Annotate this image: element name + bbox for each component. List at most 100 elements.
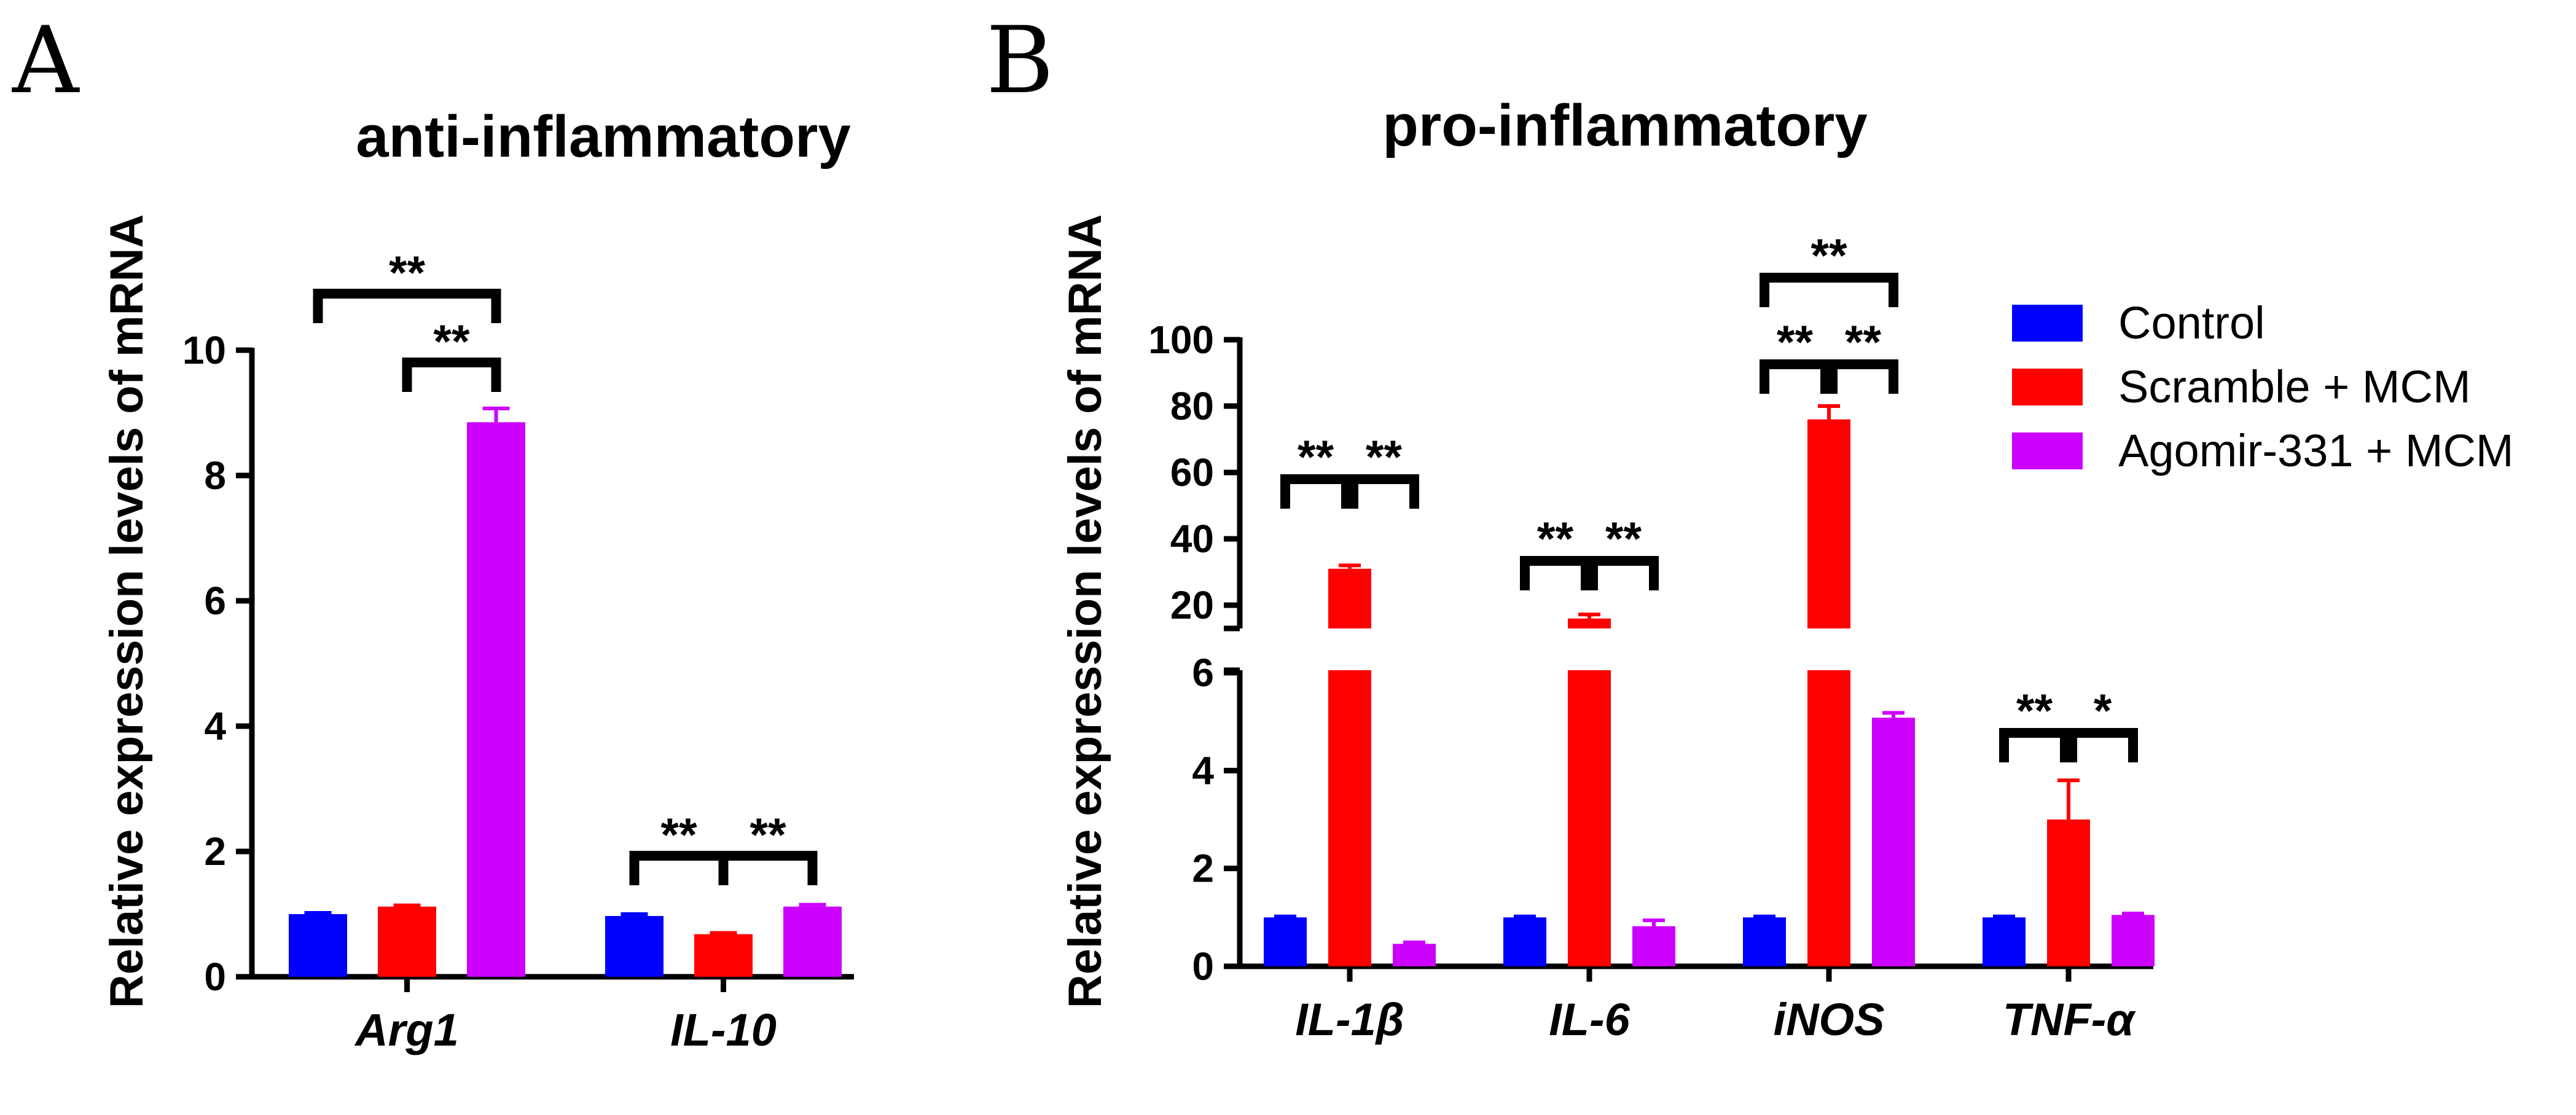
bar-agomir-331-mcm-tnf [2112, 915, 2155, 966]
y-tick-label: 4 [204, 704, 226, 748]
bar-scramble-mcm-il-1 [1328, 670, 1371, 966]
error-bar [1993, 914, 2015, 918]
error-bar [1882, 711, 1905, 718]
significance-bracket [2067, 728, 2138, 762]
error-bar [1818, 404, 1840, 420]
chart-a-title: anti-inflammatory [356, 104, 850, 170]
error-bar [1403, 940, 1425, 944]
y-tick-label: 0 [204, 955, 226, 999]
significance-label: ** [660, 809, 697, 861]
bar-agomir-331-mcm-inos [1872, 718, 1915, 966]
error-bar [482, 406, 510, 423]
bar-scramble-mcm-arg1 [378, 906, 436, 977]
significance-bracket [718, 851, 818, 885]
y-tick-label: 80 [1170, 384, 1214, 428]
error-bar [710, 931, 737, 935]
bar-scramble-mcm-il-1-upper [1328, 568, 1371, 628]
bar-control-tnf [1983, 917, 2026, 966]
bar-agomir-331-mcm-il-1 [1393, 944, 1436, 966]
bar-scramble-mcm-tnf [2047, 820, 2090, 966]
error-bar [799, 902, 826, 907]
chart-a-ylabel: Relative expression levels of mRNA [101, 214, 153, 1009]
bar-agomir-331-mcm-il-10 [783, 906, 842, 977]
legend-swatch-control [2012, 305, 2083, 342]
error-bar [1339, 563, 1361, 569]
legend: Control Scramble + MCM Agomir-331 + MCM [2012, 297, 2514, 476]
significance-label: ** [389, 247, 426, 299]
significance-bracket [402, 358, 501, 392]
significance-label: ** [1845, 316, 1882, 369]
error-bar [1578, 612, 1600, 619]
error-bar [1514, 914, 1536, 918]
x-category-label: IL-1β [1295, 994, 1404, 1045]
x-category-label: IL-6 [1549, 994, 1630, 1045]
y-tick-label: 20 [1170, 583, 1214, 627]
significance-label: ** [1366, 431, 1403, 483]
error-bar [621, 912, 648, 917]
significance-bracket [1828, 359, 1898, 394]
significance-label: ** [1537, 513, 1574, 565]
significance-bracket [1280, 474, 1351, 509]
y-tick-label: 2 [1192, 847, 1214, 891]
bar-scramble-mcm-inos-upper [1807, 419, 1850, 628]
legend-label-agomir: Agomir-331 + MCM [2118, 425, 2514, 476]
significance-label: ** [1811, 230, 1847, 282]
chart-b-ylabel: Relative expression levels of mRNA [1059, 214, 1111, 1009]
x-category-label: Arg1 [354, 1004, 459, 1055]
x-category-label: IL-10 [670, 1004, 777, 1055]
significance-bracket [1999, 728, 2070, 762]
y-tick-label: 60 [1170, 450, 1214, 495]
significance-bracket [1760, 359, 1830, 394]
legend-label-scramble: Scramble + MCM [2118, 361, 2471, 412]
panel-letter-b: B [986, 7, 1054, 114]
significance-bracket [1520, 556, 1591, 590]
y-tick-label: 8 [204, 453, 226, 498]
x-category-label: TNF-α [2003, 994, 2136, 1045]
y-tick-label: 10 [182, 328, 226, 372]
significance-label: ** [1298, 431, 1334, 483]
significance-bracket [1588, 556, 1659, 590]
error-bar [304, 910, 332, 915]
error-bar [1274, 914, 1296, 918]
bar-control-inos [1743, 917, 1786, 966]
significance-label: ** [1777, 316, 1814, 369]
y-tick-label: 4 [1192, 748, 1214, 792]
error-bar [2057, 778, 2080, 820]
significance-label: ** [1605, 513, 1642, 565]
error-bar [1753, 914, 1775, 918]
bar-control-il-6 [1503, 917, 1546, 966]
y-tick-label: 6 [204, 579, 226, 623]
bar-agomir-331-mcm-il-6 [1632, 926, 1675, 966]
legend-label-control: Control [2118, 297, 2265, 348]
x-category-label: iNOS [1774, 994, 1885, 1045]
legend-swatch-agomir [2012, 432, 2083, 469]
error-bar [2122, 911, 2144, 915]
bar-scramble-mcm-il-6-upper [1568, 618, 1611, 628]
significance-label: ** [2016, 685, 2053, 737]
error-bar [1643, 918, 1665, 926]
y-tick-label: 40 [1170, 517, 1214, 561]
significance-label: ** [433, 316, 470, 368]
legend-swatch-scramble [2012, 369, 2083, 405]
significance-bracket [313, 289, 501, 323]
significance-label: * [2094, 685, 2112, 737]
significance-bracket [1760, 273, 1898, 307]
y-tick-label: 0 [1192, 944, 1214, 988]
bar-scramble-mcm-il-10 [694, 934, 753, 977]
significance-label: ** [750, 809, 786, 861]
chart-b-title: pro-inflammatory [1382, 93, 1867, 158]
panel-letter-a: A [12, 7, 80, 114]
bar-control-il-1 [1264, 917, 1307, 966]
y-tick-label: 100 [1148, 318, 1214, 362]
significance-bracket [1349, 474, 1419, 509]
bar-scramble-mcm-il-6 [1568, 670, 1611, 966]
y-tick-label: 6 [1192, 651, 1214, 695]
bar-agomir-331-mcm-arg1 [467, 422, 525, 977]
bar-control-il-10 [605, 916, 664, 977]
bar-scramble-mcm-inos [1807, 670, 1850, 966]
y-tick-label: 2 [204, 829, 226, 874]
bar-control-arg1 [289, 914, 347, 977]
